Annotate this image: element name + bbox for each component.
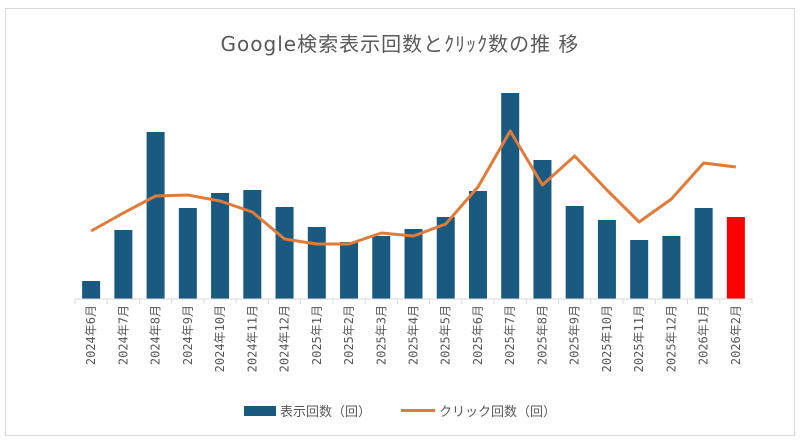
bar [662,236,681,299]
x-tick-label: 2025年12月 [664,305,678,372]
legend-item-clicks: クリック回数（回） [401,401,556,420]
bar [82,281,101,299]
x-tick-label: 2025年5月 [439,305,453,365]
x-tick-label: 2025年8月 [535,305,549,365]
x-tick-label: 2024年12月 [278,305,292,372]
bar [372,236,391,299]
x-tick-label: 2025年2月 [342,305,356,365]
x-tick-label: 2024年9月 [181,305,195,365]
bar [211,193,230,299]
x-tick-label: 2025年7月 [503,305,517,365]
x-tick-label: 2025年9月 [568,305,582,365]
x-tick-label: 2024年8月 [149,305,163,365]
bar [726,217,745,299]
bar [630,240,649,299]
legend-label: クリック回数（回） [439,405,557,420]
x-tick-label: 2024年11月 [245,305,259,372]
x-tick-label: 2026年1月 [697,305,711,365]
legend-label: 表示回数（回） [279,405,371,420]
bar [340,242,359,299]
bar [275,207,294,299]
bar [436,217,455,299]
x-tick-label: 2025年11月 [632,305,646,372]
x-tick-label: 2025年10月 [600,305,614,372]
x-tick-label: 2024年6月 [84,305,98,365]
bar [565,206,584,299]
chart-title: Google検索表示回数とｸﾘｯｸ数の推 移 [220,32,580,56]
bar [597,220,616,299]
bar [694,208,713,299]
legend-item-impressions: 表示回数（回） [243,401,371,420]
legend-swatch-bar [243,405,276,416]
bar [146,132,165,299]
x-tick-label: 2025年1月 [310,305,324,365]
x-tick-label: 2026年2月 [729,305,743,365]
x-tick-label: 2025年4月 [407,305,421,365]
bar [307,227,326,299]
chart-frame [5,8,795,436]
bar [533,160,552,299]
x-tick-label: 2025年3月 [374,305,388,365]
bar [468,191,487,299]
bar [243,190,262,299]
x-tick-label: 2024年10月 [213,305,227,372]
x-tick-label: 2025年6月 [471,305,485,365]
bar [114,230,133,299]
bar [501,93,520,299]
bar [178,208,197,299]
legend: 表示回数（回） クリック回数（回） [0,401,800,420]
legend-swatch-line [401,409,435,412]
bar [404,229,423,299]
x-tick-label: 2024年7月 [116,305,130,365]
